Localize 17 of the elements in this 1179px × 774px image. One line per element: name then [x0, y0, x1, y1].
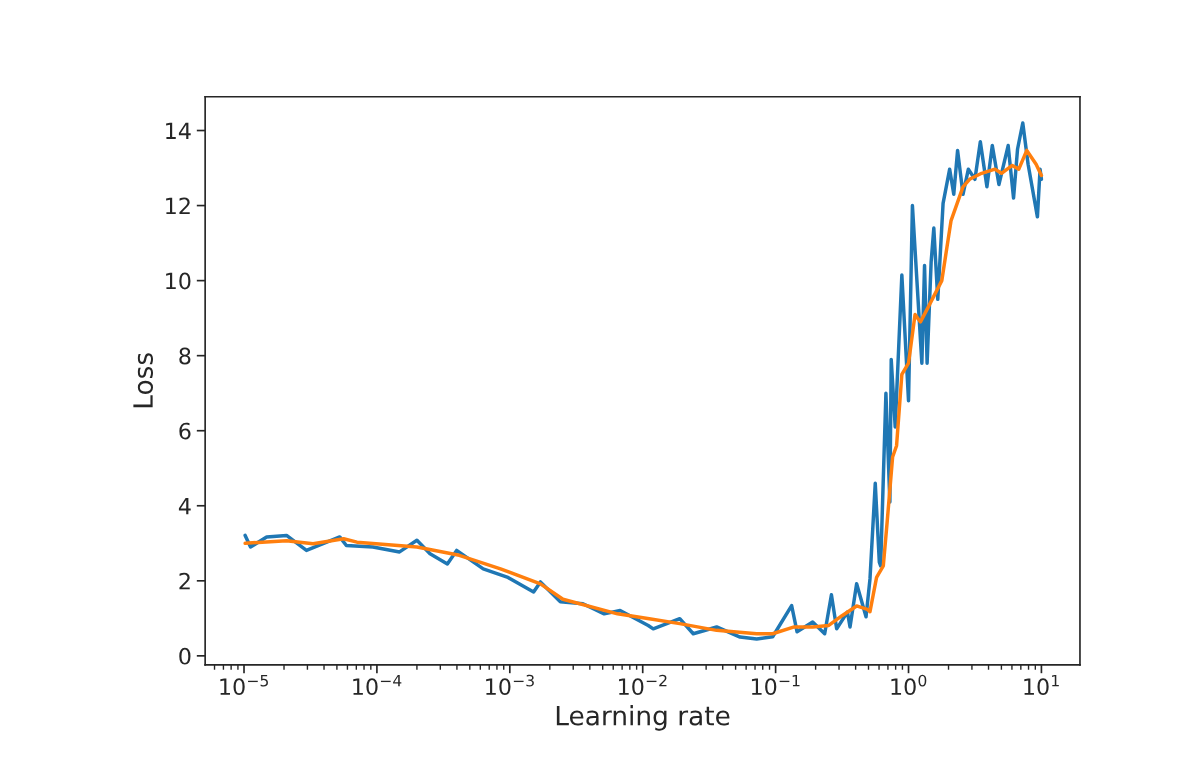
x-axis-title: Learning rate	[556, 705, 730, 731]
y-tick-label: 12	[166, 197, 190, 215]
x-tick-label: 10$^{1}$	[1024, 674, 1059, 696]
y-tick-label: 8	[179, 347, 191, 365]
x-tick-label: 10$^{−2}$	[619, 674, 667, 696]
x-tick-label: 10$^{−3}$	[486, 674, 534, 696]
y-tick-label: 2	[179, 572, 190, 590]
x-tick-label: 10$^{−5}$	[220, 674, 268, 696]
x-tick-label: 10$^{−1}$	[751, 674, 800, 696]
y-tick-label: 14	[166, 122, 191, 139]
y-tick-label: 4	[178, 498, 191, 515]
x-tick-label: 10$^{−4}$	[353, 674, 402, 696]
y-axis-title: Loss	[133, 353, 154, 408]
y-tick-label: 0	[179, 647, 191, 665]
x-tick-label: 10$^{0}$	[891, 674, 927, 696]
y-tick-label: 6	[179, 422, 191, 440]
y-tick-label: 10	[166, 272, 191, 290]
